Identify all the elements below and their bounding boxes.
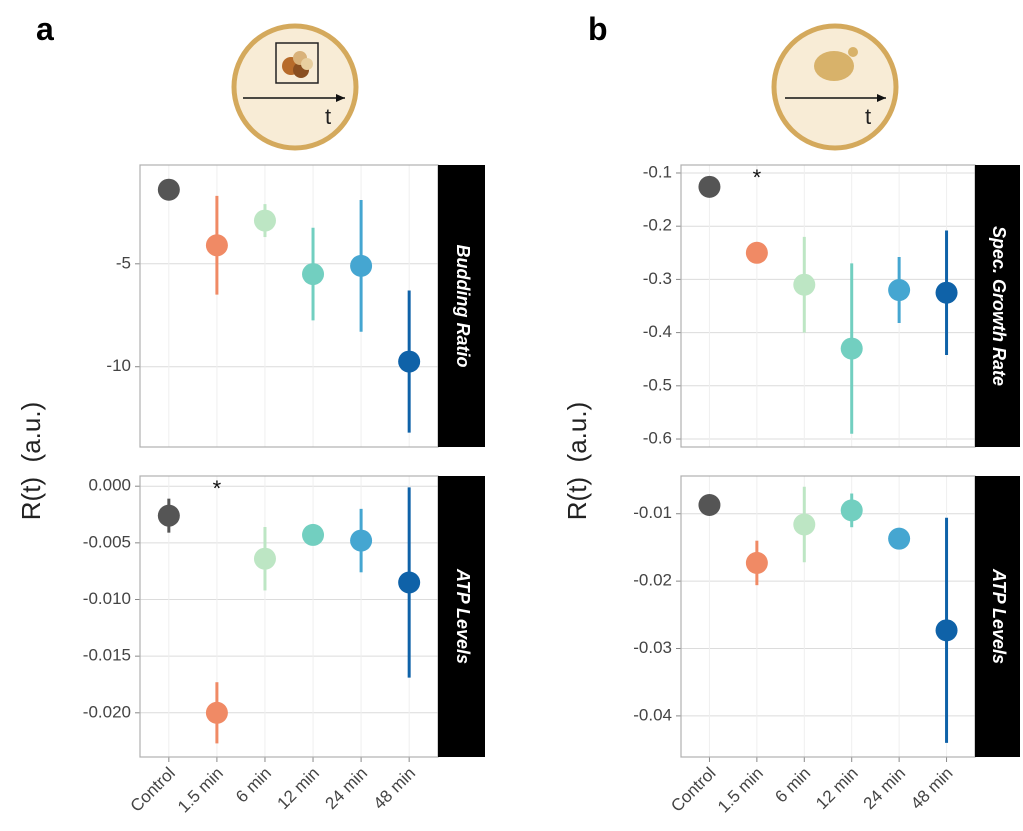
point [302,524,324,546]
x-tick-label: 12 min [812,764,862,814]
x-tick-label: 1.5 min [714,764,767,817]
panel-label: b [588,11,608,47]
point [936,282,958,304]
y-tick-label: -0.04 [633,705,672,724]
point [888,528,910,550]
y-tick-label: -0.015 [83,646,131,665]
x-tick-label: 24 min [860,764,910,814]
y-tick-label: -0.2 [643,216,672,235]
y-tick-label: -5 [116,253,131,272]
y-tick-label: -0.01 [633,503,672,522]
point [254,210,276,232]
panel-background [681,165,975,447]
point [158,179,180,201]
point [793,514,815,536]
significance-star: * [213,476,222,501]
point [302,263,324,285]
x-tick-label: 6 min [771,764,814,807]
y-tick-label: -10 [106,356,131,375]
y-tick-label: -0.005 [83,532,131,551]
x-tick-label: 12 min [274,764,324,814]
y-axis-label: R(t) (a.u.) [16,402,46,520]
y-tick-label: 0.000 [88,476,131,495]
point [698,494,720,516]
point [841,499,863,521]
y-tick-label: -0.010 [83,589,131,608]
x-tick-label: 1.5 min [174,764,227,817]
point [398,351,420,373]
panel-background [140,165,438,447]
icon [234,26,356,148]
point [350,255,372,277]
point [254,548,276,570]
point [158,505,180,527]
y-tick-label: -0.3 [643,269,672,288]
point [698,176,720,198]
panel-background [140,476,438,757]
icon-axis-label: t [865,104,871,129]
strip-label: Spec. Growth Rate [989,226,1009,386]
x-tick-label: 48 min [907,764,957,814]
y-tick-label: -0.5 [643,375,672,394]
panel-label: a [36,11,54,47]
point [206,234,228,256]
x-tick-label: 48 min [370,764,420,814]
figure: a b t t R(t) (a.u.) R(t) (a.u.) -10 -5 Bud… [0,0,1023,831]
icon [774,26,896,148]
point [398,572,420,594]
x-tick-label: 24 min [322,764,372,814]
x-tick-label: Control [667,764,719,816]
icon-axis-label: t [325,104,331,129]
y-tick-label: -0.02 [633,571,672,590]
point [888,279,910,301]
y-axis-label: R(t) (a.u.) [562,402,592,520]
x-tick-label: 6 min [232,764,275,807]
y-tick-label: -0.020 [83,702,131,721]
point [206,702,228,724]
point [793,274,815,296]
y-tick-label: -0.03 [633,638,672,657]
significance-star: * [753,165,762,190]
strip-label: ATP Levels [989,568,1009,664]
strip-label: ATP Levels [453,568,473,664]
y-tick-label: -0.6 [643,429,672,448]
x-tick-label: Control [127,764,179,816]
point [350,530,372,552]
point [936,619,958,641]
point [746,552,768,574]
y-tick-label: -0.4 [643,322,672,341]
point [746,242,768,264]
y-tick-label: -0.1 [643,162,672,181]
panel-background [681,476,975,757]
strip-label: Budding Ratio [453,245,473,368]
point [841,338,863,360]
